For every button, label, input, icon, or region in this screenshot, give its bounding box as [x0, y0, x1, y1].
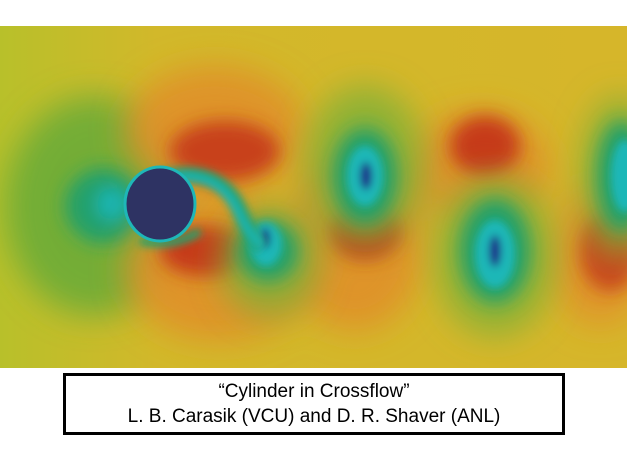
- caption-box: “Cylinder in Crossflow” L. B. Carasik (V…: [63, 373, 565, 435]
- cylinder: [123, 165, 197, 243]
- flow-field-image: [0, 26, 627, 368]
- caption-title: “Cylinder in Crossflow”: [218, 381, 410, 402]
- caption-credit: L. B. Carasik (VCU) and D. R. Shaver (AN…: [127, 406, 501, 427]
- vortex-upper: [333, 128, 397, 224]
- vortex-right-edge: [597, 121, 627, 231]
- vortex-lower: [460, 199, 530, 303]
